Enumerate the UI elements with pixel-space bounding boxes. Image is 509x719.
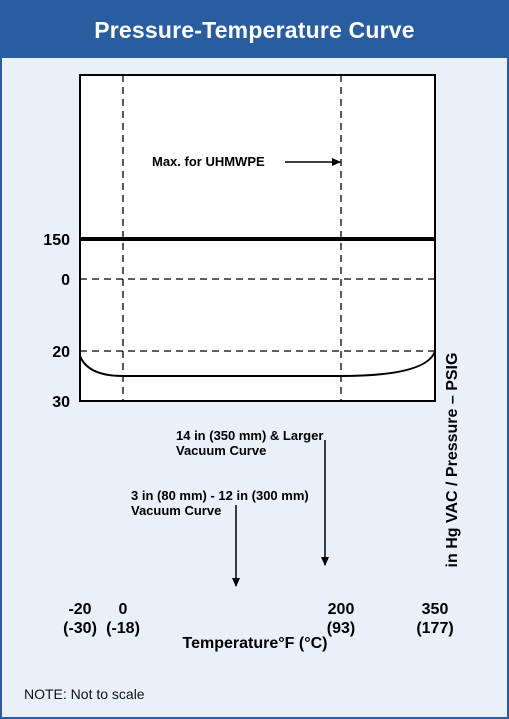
annotation-large-vacuum-line1: 14 in (350 mm) & Larger	[176, 428, 323, 443]
annotation-max-uhmwpe: Max. for UHMWPE	[152, 154, 341, 169]
vacuum-curve-line	[79, 350, 436, 377]
x-tick-label: 200	[328, 601, 355, 618]
x-tick-sublabel: (93)	[327, 620, 355, 637]
x-tick-labels: -20 (-30) 0 (-18) 200 (93) 350 (177)	[63, 601, 454, 637]
scale-note: NOTE: Not to scale	[24, 686, 145, 702]
x-tick-sublabel: (177)	[416, 620, 453, 637]
annotation-small-vacuum: 3 in (80 mm) - 12 in (300 mm) Vacuum Cur…	[131, 488, 309, 587]
y-tick-labels: 150 0 20 30	[43, 232, 70, 411]
annotation-large-vacuum: 14 in (350 mm) & Larger Vacuum Curve	[176, 428, 329, 566]
y-tick-label: 0	[61, 272, 70, 289]
y-tick-label: 20	[52, 344, 70, 361]
annotation-small-vacuum-line2: Vacuum Curve	[131, 503, 221, 518]
annotation-small-vacuum-line1: 3 in (80 mm) - 12 in (300 mm)	[131, 488, 309, 503]
x-axis-title: Temperature°F (°C)	[183, 635, 328, 652]
x-tick-sublabel: (-18)	[106, 620, 140, 637]
x-tick-label: 0	[119, 601, 128, 618]
chart-title: Pressure-Temperature Curve	[2, 2, 507, 58]
x-tick-label: 350	[422, 601, 449, 618]
annotation-large-vacuum-line2: Vacuum Curve	[176, 443, 266, 458]
y-axis-title: in Hg VAC / Pressure – PSIG	[444, 353, 461, 568]
data-series	[79, 237, 436, 377]
y-tick-label: 30	[52, 394, 70, 411]
annotation-max-uhmwpe-text: Max. for UHMWPE	[152, 154, 265, 169]
y-tick-label: 150	[43, 232, 70, 249]
x-tick-sublabel: (-30)	[63, 620, 97, 637]
x-tick-label: -20	[68, 601, 91, 618]
